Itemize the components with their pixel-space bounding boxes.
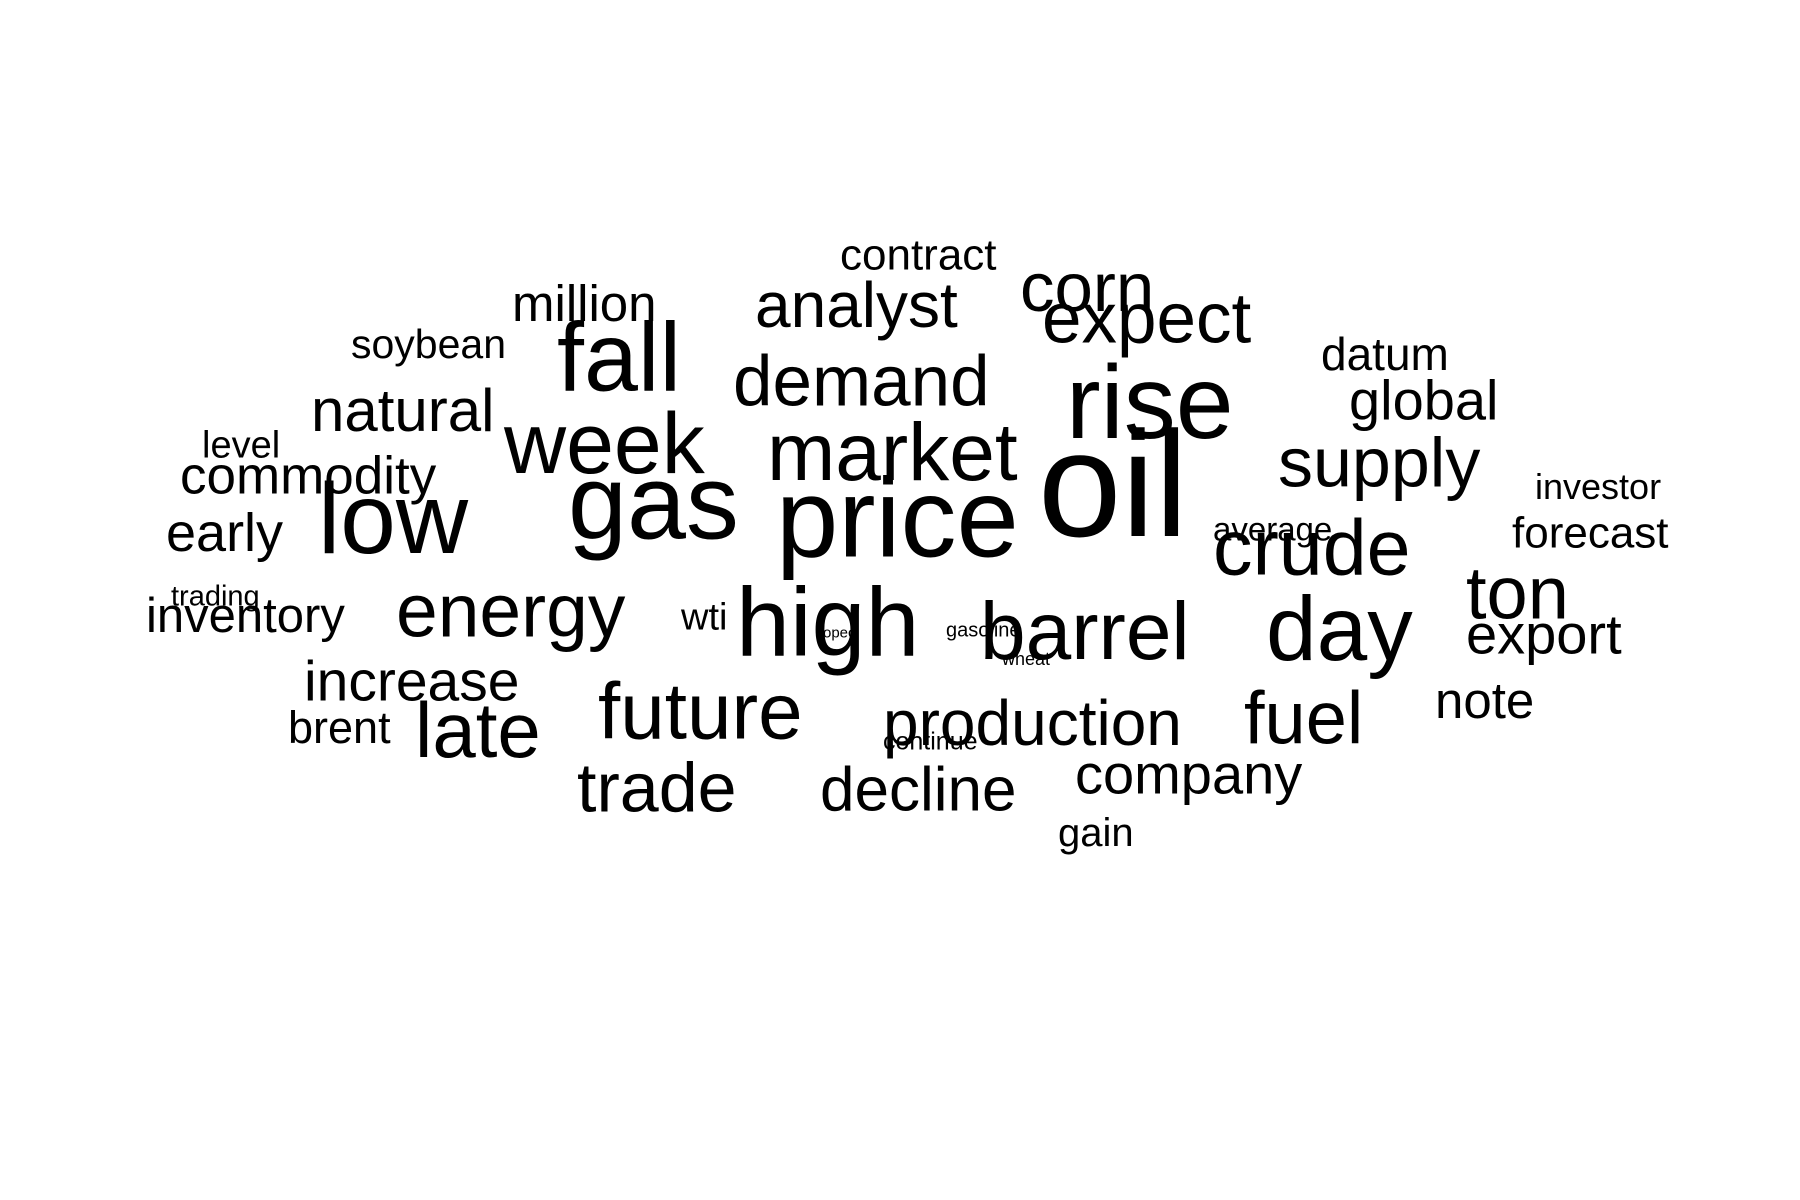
word: gas xyxy=(568,443,739,562)
word: fall xyxy=(557,302,681,412)
word: trading xyxy=(171,580,260,613)
word: gain xyxy=(1058,810,1134,855)
word: high xyxy=(736,567,920,677)
word: energy xyxy=(396,568,626,653)
word: global xyxy=(1349,368,1499,432)
word: trade xyxy=(577,748,737,827)
word: analyst xyxy=(755,269,958,342)
word: soybean xyxy=(351,321,507,368)
word: brent xyxy=(288,701,391,753)
word: level xyxy=(202,424,281,467)
word: demand xyxy=(733,342,990,422)
word: opec xyxy=(823,624,856,642)
word: decline xyxy=(820,755,1017,825)
word: commodity xyxy=(180,446,437,506)
word: gasoline xyxy=(946,619,1021,642)
word: rise xyxy=(1066,344,1234,461)
word: inventory xyxy=(146,588,345,643)
word: day xyxy=(1266,579,1413,681)
word: late xyxy=(415,686,541,775)
word: continue xyxy=(883,727,978,756)
word: supply xyxy=(1278,423,1481,502)
word: oil xyxy=(1038,400,1189,568)
word: early xyxy=(166,502,284,563)
word: production xyxy=(883,687,1182,760)
word: barrel xyxy=(980,586,1190,678)
word: future xyxy=(598,666,803,756)
word: low xyxy=(318,463,469,575)
word: corn xyxy=(1020,249,1155,327)
word: natural xyxy=(311,377,495,445)
word: note xyxy=(1435,672,1535,730)
word: ton xyxy=(1466,551,1569,635)
word: increase xyxy=(304,649,520,714)
word: expect xyxy=(1042,279,1252,359)
word: contract xyxy=(840,230,997,280)
word: week xyxy=(504,395,705,492)
word: million xyxy=(512,275,657,333)
word: average xyxy=(1213,510,1333,548)
word: export xyxy=(1466,602,1622,666)
word: price xyxy=(776,455,1019,581)
word: datum xyxy=(1321,328,1449,381)
word: company xyxy=(1075,742,1303,806)
word: investor xyxy=(1535,465,1662,507)
word: wti xyxy=(681,596,728,639)
word: fuel xyxy=(1244,676,1364,760)
word: market xyxy=(767,407,1018,499)
word: crude xyxy=(1213,502,1411,592)
word: forecast xyxy=(1512,508,1669,558)
word: wheat xyxy=(1002,648,1051,669)
